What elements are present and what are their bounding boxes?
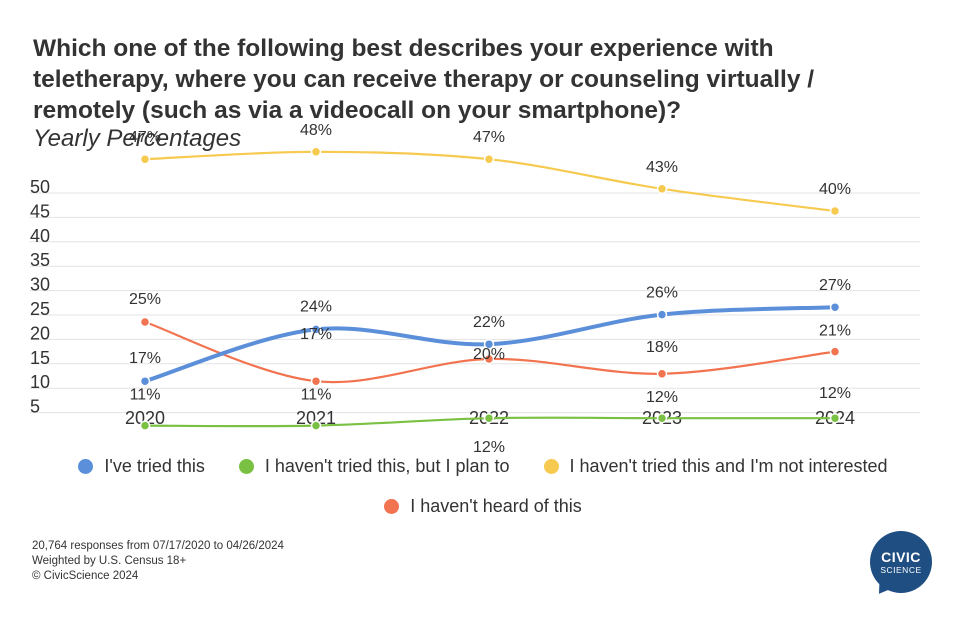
y-tick-label: 35 xyxy=(30,250,50,270)
data-label-tried: 26% xyxy=(646,285,678,302)
chart-title: Which one of the following best describe… xyxy=(33,35,815,124)
data-label-not-heard: 18% xyxy=(646,339,678,356)
data-label-tried: 17% xyxy=(129,350,161,367)
data-label-not-interested: 48% xyxy=(300,122,332,139)
y-tick-label: 10 xyxy=(30,372,50,392)
data-point-tried xyxy=(483,338,495,350)
data-label-not-interested: 47% xyxy=(129,129,161,146)
legend-swatch-not-heard xyxy=(384,499,400,514)
data-point-not-heard xyxy=(310,375,322,387)
chart-subtitle: Yearly Percentages xyxy=(33,125,242,152)
legend-item-not-heard[interactable]: I haven't heard of this xyxy=(384,496,582,517)
data-point-plan xyxy=(139,420,151,431)
x-tick-label: 2020 xyxy=(125,408,165,428)
data-point-plan xyxy=(310,420,322,431)
logo-badge: CIVIC SCIENCE xyxy=(870,531,932,593)
data-label-not-heard: 17% xyxy=(300,326,332,343)
data-label-plan: 12% xyxy=(473,439,505,456)
data-point-not-interested xyxy=(483,153,495,165)
data-point-tried xyxy=(139,375,151,387)
data-point-not-interested xyxy=(656,183,668,195)
data-point-plan xyxy=(656,412,668,424)
legend-item-plan[interactable]: I haven't tried this, but I plan to xyxy=(238,456,510,477)
legend-label-tried: I've tried this xyxy=(104,456,205,476)
y-tick-label: 30 xyxy=(30,275,50,295)
data-labels: 17% 24% 22% 26% 27% 11% 11% 12% 12% 12% 47% 48% 47% 4… xyxy=(129,122,851,456)
legend-swatch-plan xyxy=(238,459,254,474)
footer-weighting: Weighted by U.S. Census 18+ xyxy=(32,555,187,567)
y-tick-label: 15 xyxy=(30,348,50,368)
data-label-tried: 24% xyxy=(300,298,332,315)
legend-swatch-tried xyxy=(78,459,94,474)
data-point-plan xyxy=(829,412,841,424)
footer-responses: 20,764 responses from 07/17/2020 to 04/2… xyxy=(32,540,284,552)
series-points xyxy=(139,146,841,431)
legend-label-not-interested: I haven't tried this and I'm not interes… xyxy=(569,456,888,476)
legend-row-2: I haven't heard of this xyxy=(0,496,966,517)
data-label-plan: 11% xyxy=(130,387,161,404)
data-point-not-heard xyxy=(139,316,151,328)
legend-item-not-interested[interactable]: I haven't tried this and I'm not interes… xyxy=(543,456,888,477)
footer-notes: 20,764 responses from 07/17/2020 to 04/2… xyxy=(32,539,284,584)
legend-label-not-heard: I haven't heard of this xyxy=(410,496,582,516)
civicscience-logo: CIVIC SCIENCE xyxy=(870,531,936,599)
legend-label-plan: I haven't tried this, but I plan to xyxy=(264,456,510,476)
y-tick-label: 40 xyxy=(30,226,50,246)
data-label-plan: 12% xyxy=(819,385,851,402)
data-label-not-heard: 21% xyxy=(819,323,851,340)
data-point-tried xyxy=(829,301,841,313)
data-point-not-heard xyxy=(829,346,841,357)
y-tick-label: 5 xyxy=(30,397,40,417)
data-label-plan: 12% xyxy=(646,389,678,406)
y-tick-label: 20 xyxy=(30,323,50,343)
logo-text-civic: CIVIC xyxy=(881,548,921,565)
data-point-tried xyxy=(310,324,322,335)
data-point-not-interested xyxy=(829,205,841,217)
legend-swatch-not-interested xyxy=(543,459,559,474)
legend-item-tried[interactable]: I've tried this xyxy=(78,456,205,477)
data-point-not-heard xyxy=(483,353,495,365)
legend-row-1: I've tried this I haven't tried this, bu… xyxy=(0,456,966,477)
y-tick-label: 45 xyxy=(30,201,50,221)
data-label-not-heard: 20% xyxy=(473,346,505,363)
data-label-tried: 27% xyxy=(819,277,851,294)
y-tick-label: 25 xyxy=(30,299,50,319)
data-point-not-interested xyxy=(310,146,322,158)
logo-text-science: SCIENCE xyxy=(880,564,922,575)
data-point-not-heard xyxy=(656,368,668,380)
data-point-tried xyxy=(656,309,668,320)
data-label-not-heard: 25% xyxy=(129,291,161,308)
data-label-not-interested: 43% xyxy=(646,159,678,176)
data-point-plan xyxy=(483,412,495,424)
footer-copyright: © CivicScience 2024 xyxy=(32,570,139,582)
data-label-plan: 11% xyxy=(301,387,332,404)
y-axis-ticks: 50 45 40 35 30 25 20 15 10 5 xyxy=(30,177,50,417)
data-point-not-interested xyxy=(139,153,151,165)
data-label-not-interested: 47% xyxy=(473,129,505,146)
data-label-tried: 22% xyxy=(473,314,505,331)
data-label-not-interested: 40% xyxy=(819,181,851,198)
gridlines xyxy=(30,192,920,414)
x-tick-label: 2021 xyxy=(296,408,336,428)
y-tick-label: 50 xyxy=(30,177,50,197)
